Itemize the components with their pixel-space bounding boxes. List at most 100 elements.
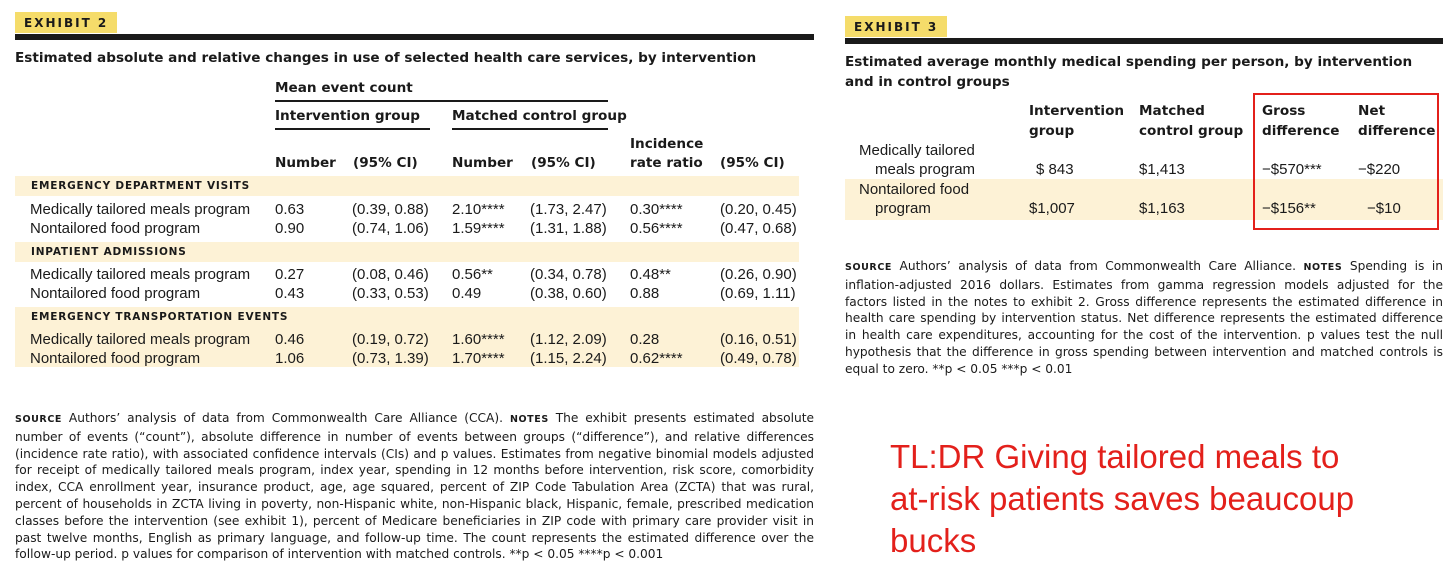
matched-header-line1: Matched	[1139, 103, 1205, 119]
irr-cell: 0.48**	[630, 266, 671, 283]
int-ci-cell: (0.39, 0.88)	[352, 201, 429, 218]
ctl-number-cell: 2.10****	[452, 201, 505, 218]
section-label: EMERGENCY DEPARTMENT VISITS	[31, 180, 250, 192]
program-cell: Medically tailored meals program	[30, 331, 251, 348]
matched-cell: $1,413	[1139, 161, 1185, 178]
intervention-number-header: Number	[275, 155, 336, 171]
irr-ci-cell: (0.69, 1.11)	[720, 285, 796, 302]
intervention-group-underline	[275, 128, 430, 130]
program-cell-line1: Nontailored food	[859, 181, 970, 198]
ctl-number-cell: 0.56**	[452, 266, 493, 283]
source-text: Authors’ analysis of data from Commonwea…	[892, 259, 1304, 273]
program-cell-line2: program	[875, 200, 931, 217]
irr-cell: 0.28	[630, 331, 660, 348]
intervention-group-header: Intervention group	[275, 108, 421, 124]
ctl-number-cell: 0.49	[452, 285, 482, 302]
irr-ci-cell: (0.49, 0.78)	[720, 350, 797, 367]
program-cell: Medically tailored meals program	[30, 266, 251, 283]
section-label: INPATIENT ADMISSIONS	[31, 246, 187, 258]
ctl-number-cell: 1.59****	[452, 220, 505, 237]
exhibit-3-title: Estimated average monthly medical spendi…	[845, 54, 1413, 90]
exhibit-3-notes: SOURCE Authors’ analysis of data from Co…	[845, 258, 1443, 378]
notes-keyword: NOTES	[509, 414, 549, 425]
irr-cell: 0.88	[630, 285, 660, 302]
source-keyword: SOURCE	[845, 262, 893, 273]
net-header-line1: Net	[1358, 103, 1386, 119]
int-number-cell: 0.90	[275, 220, 305, 237]
exhibit-2-tag: EXHIBIT 2	[15, 12, 118, 33]
source-keyword: SOURCE	[15, 414, 63, 425]
section-band	[15, 307, 799, 327]
tldr-line-3: bucks	[890, 522, 977, 559]
irr-ci-cell: (0.47, 0.68)	[720, 220, 797, 237]
exhibit-3-rule	[845, 38, 1443, 44]
control-ci-header: (95% CI)	[531, 155, 596, 171]
ctl-ci-cell: (0.38, 0.60)	[530, 285, 607, 302]
mean-event-count-header: Mean event count	[275, 80, 413, 96]
int-number-cell: 0.27	[275, 266, 305, 283]
int-number-cell: 1.06	[275, 350, 305, 367]
irr-cell: 0.62****	[630, 350, 683, 367]
net-cell: −$10	[1367, 200, 1401, 217]
ctl-ci-cell: (1.73, 2.47)	[530, 201, 607, 218]
int-number-cell: 0.46	[275, 331, 305, 348]
irr-header-line1: Incidence	[630, 136, 704, 152]
tldr-annotation: TL:DR Giving tailored meals to at-risk p…	[890, 436, 1450, 562]
section-band	[15, 176, 799, 196]
int-ci-cell: (0.19, 0.72)	[352, 331, 429, 348]
matched-control-group-header: Matched control group	[452, 108, 627, 124]
section-band	[15, 242, 799, 262]
mean-event-count-underline	[275, 100, 608, 102]
intervention-cell: $ 843	[1036, 161, 1074, 178]
program-cell: Medically tailored meals program	[30, 201, 251, 218]
net-cell: −$220	[1358, 161, 1401, 178]
intervention-cell: $1,007	[1029, 200, 1075, 217]
int-ci-cell: (0.73, 1.39)	[352, 350, 429, 367]
gross-header-line1: Gross	[1262, 103, 1306, 119]
int-ci-cell: (0.33, 0.53)	[352, 285, 429, 302]
program-cell: Nontailored food program	[30, 285, 201, 302]
ctl-ci-cell: (1.31, 1.88)	[530, 220, 607, 237]
difference-highlight-box	[1253, 93, 1439, 230]
tldr-line-1: TL:DR Giving tailored meals to	[890, 438, 1340, 475]
intervention-ci-header: (95% CI)	[353, 155, 418, 171]
irr-ci-cell: (0.20, 0.45)	[720, 201, 797, 218]
notes-text: Spending is in inflation-adjusted 2016 d…	[845, 259, 1443, 376]
irr-cell: 0.56****	[630, 220, 683, 237]
int-number-cell: 0.63	[275, 201, 305, 218]
row-band	[15, 327, 799, 367]
irr-cell: 0.30****	[630, 201, 683, 218]
tldr-line-2: at-risk patients saves beaucoup	[890, 480, 1355, 517]
gross-cell: −$570***	[1262, 161, 1322, 178]
ctl-number-cell: 1.60****	[452, 331, 505, 348]
irr-header-line2: rate ratio	[630, 155, 703, 171]
program-cell-line2: meals program	[875, 161, 976, 178]
control-number-header: Number	[452, 155, 513, 171]
section-label: EMERGENCY TRANSPORTATION EVENTS	[31, 311, 289, 323]
notes-keyword: NOTES	[1303, 262, 1343, 273]
intervention-header-line2: group	[1029, 123, 1075, 139]
ctl-ci-cell: (0.34, 0.78)	[530, 266, 607, 283]
exhibit-2-title: Estimated absolute and relative changes …	[15, 50, 757, 66]
ctl-ci-cell: (1.12, 2.09)	[530, 331, 607, 348]
gross-header-line2: difference	[1262, 123, 1340, 139]
int-number-cell: 0.43	[275, 285, 305, 302]
intervention-header-line1: Intervention	[1029, 103, 1125, 119]
matched-cell: $1,163	[1139, 200, 1185, 217]
notes-text: The exhibit presents estimated absolute …	[15, 411, 814, 562]
exhibit-2-rule	[15, 34, 814, 40]
net-header-line2: difference	[1358, 123, 1436, 139]
matched-control-group-underline	[452, 128, 608, 130]
program-cell: Nontailored food program	[30, 220, 201, 237]
irr-ci-cell: (0.16, 0.51)	[720, 331, 797, 348]
ctl-number-cell: 1.70****	[452, 350, 505, 367]
row-band	[845, 179, 1443, 220]
ctl-ci-cell: (1.15, 2.24)	[530, 350, 607, 367]
exhibit-3-tag: EXHIBIT 3	[845, 16, 948, 37]
irr-ci-cell: (0.26, 0.90)	[720, 266, 797, 283]
gross-cell: −$156**	[1262, 200, 1316, 217]
program-cell: Nontailored food program	[30, 350, 201, 367]
matched-header-line2: control group	[1139, 123, 1244, 139]
int-ci-cell: (0.74, 1.06)	[352, 220, 429, 237]
irr-ci-header: (95% CI)	[720, 155, 785, 171]
